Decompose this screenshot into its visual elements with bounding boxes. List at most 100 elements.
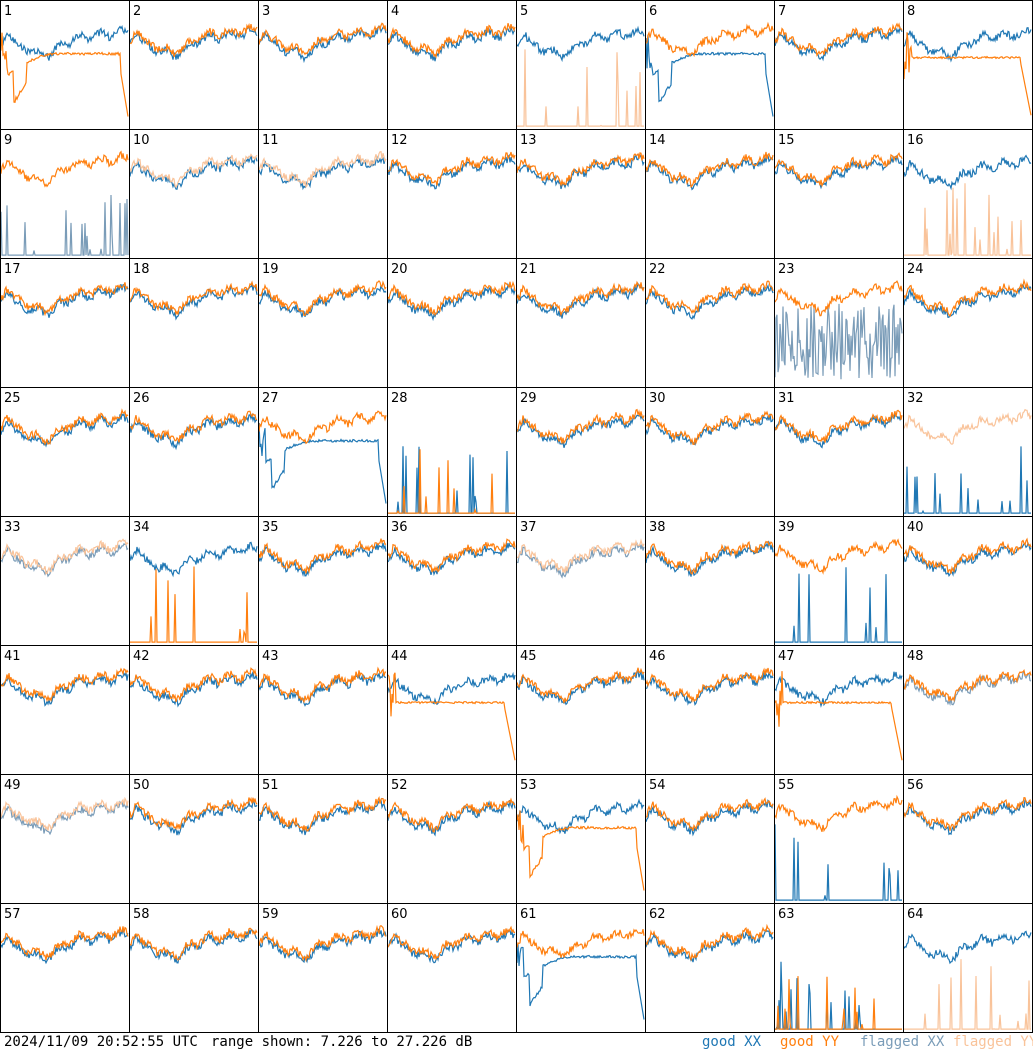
footer: 2024/11/09 20:52:55 UTC range shown: 7.2…: [0, 1033, 1033, 1053]
series-yy-19: [258, 279, 387, 316]
panel-border: [903, 645, 1033, 775]
panel-label: 56: [907, 778, 924, 793]
panel-label: 32: [907, 391, 924, 406]
panel-19: 19: [258, 258, 388, 388]
panel-border: [774, 0, 904, 130]
series-xx-34: [129, 541, 258, 578]
timestamp: 2024/11/09 20:52:55 UTC: [4, 1034, 198, 1050]
panel-label: 40: [907, 520, 924, 535]
panel-label: 59: [262, 907, 279, 922]
panel-40: 40: [903, 516, 1033, 646]
panel-border: [0, 903, 130, 1033]
series-yy-10: [129, 153, 258, 189]
series-yy-43: [258, 666, 386, 704]
series-yy-46: [645, 667, 774, 704]
panel-border: [903, 903, 1033, 1033]
series-yy-1: [0, 32, 129, 117]
panel-39: 39: [774, 516, 904, 646]
panel-border: [258, 903, 388, 1033]
panel-3: 3: [258, 0, 388, 130]
panel-label: 41: [4, 649, 21, 664]
series-xx-47: [774, 671, 903, 708]
series-yy-61: [516, 928, 645, 958]
panel-47: 47: [774, 645, 904, 775]
panel-label: 52: [391, 778, 408, 793]
series-yy-55: [774, 794, 903, 833]
series-xx-26: [129, 413, 258, 451]
panel-border: [645, 774, 775, 904]
panel-label: 48: [907, 649, 924, 664]
panel-41: 41: [0, 645, 130, 775]
panel-58: 58: [129, 903, 259, 1033]
panel-60: 60: [387, 903, 517, 1033]
panel-9: 9: [0, 129, 130, 259]
panel-7: 7: [774, 0, 904, 130]
series-xx-8: [903, 26, 1032, 63]
panel-border: [129, 258, 259, 388]
series-yy-14: [645, 151, 774, 189]
series-xx-30: [645, 413, 774, 446]
panel-18: 18: [129, 258, 259, 388]
panel-62: 62: [645, 903, 775, 1033]
series-yy-6: [645, 21, 774, 58]
series-xx-50: [129, 800, 258, 836]
panel-label: 61: [520, 907, 537, 922]
panel-50: 50: [129, 774, 259, 904]
panel-label: 35: [262, 520, 279, 535]
panel-label: 43: [262, 649, 279, 664]
panel-border: [774, 903, 904, 1033]
panel-border: [129, 387, 259, 517]
panel-border: [387, 774, 517, 904]
series-xx-6: [645, 34, 774, 117]
series-xx-3: [258, 25, 387, 64]
panel-20: 20: [387, 258, 517, 388]
series-yy-20: [387, 280, 516, 317]
series-xx-27: [258, 422, 387, 504]
series-yy-16: [904, 183, 1031, 256]
panel-8: 8: [903, 0, 1033, 130]
series-xx-2: [129, 26, 258, 60]
series-yy-27: [258, 410, 387, 445]
series-xx-23: [774, 303, 903, 380]
panel-border: [129, 645, 259, 775]
panel-border: [387, 645, 517, 775]
series-yy-49: [0, 796, 129, 831]
legend-good-xx: good XX: [702, 1034, 762, 1050]
panel-31: 31: [774, 387, 904, 517]
panel-46: 46: [645, 645, 775, 775]
panel-label: 25: [4, 391, 21, 406]
panel-border: [258, 129, 388, 259]
series-xx-63: [775, 961, 902, 1030]
panel-label: 60: [391, 907, 408, 922]
panel-label: 11: [262, 133, 279, 148]
panel-label: 20: [391, 262, 408, 277]
series-yy-45: [516, 667, 645, 704]
panel-label: 44: [391, 649, 408, 664]
series-yy-7: [774, 22, 903, 57]
panel-label: 12: [391, 133, 408, 148]
panel-55: 55: [774, 774, 904, 904]
series-xx-9: [0, 194, 129, 256]
panel-border: [903, 516, 1033, 646]
panel-57: 57: [0, 903, 130, 1033]
series-xx-61: [516, 944, 645, 1020]
panel-label: 26: [133, 391, 150, 406]
panel-border: [645, 516, 775, 646]
series-yy-36: [387, 538, 516, 573]
series-yy-38: [645, 540, 774, 575]
panel-label: 54: [649, 778, 666, 793]
panel-4: 4: [387, 0, 517, 130]
panel-54: 54: [645, 774, 775, 904]
panel-label: 13: [520, 133, 537, 148]
panel-label: 1: [4, 4, 12, 19]
panel-border: [258, 0, 388, 130]
panel-17: 17: [0, 258, 130, 388]
panel-label: 55: [778, 778, 795, 793]
panel-label: 49: [4, 778, 21, 793]
panel-23: 23: [774, 258, 904, 388]
range-text: range shown: 7.226 to 27.226 dB: [211, 1034, 473, 1050]
panel-border: [645, 387, 775, 517]
panel-22: 22: [645, 258, 775, 388]
panel-30: 30: [645, 387, 775, 517]
panel-border: [258, 774, 388, 904]
